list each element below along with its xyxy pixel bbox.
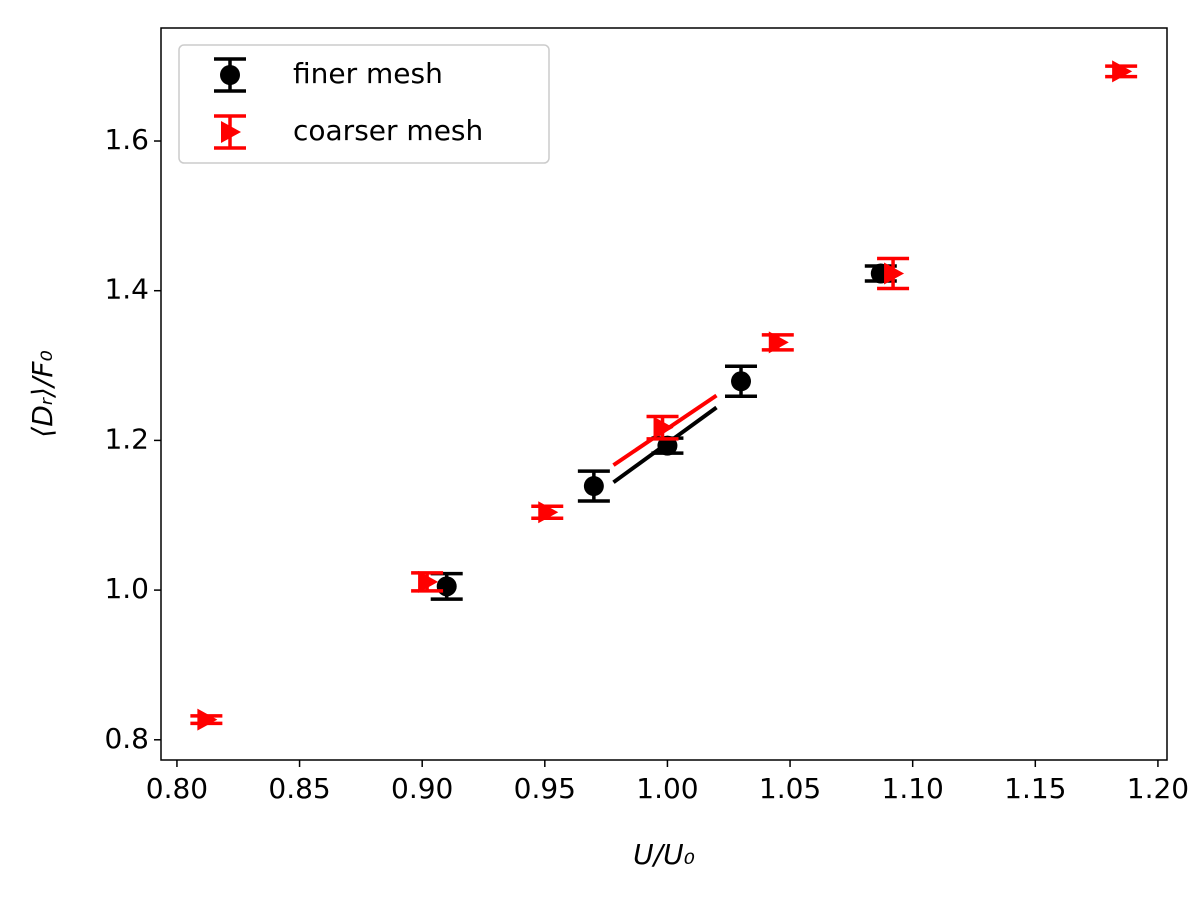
point [731, 371, 752, 392]
point [1112, 60, 1133, 83]
point [436, 576, 457, 597]
legend-marker [221, 121, 241, 143]
legend-label: finer mesh [293, 57, 443, 90]
x-tick-label: 1.05 [759, 772, 821, 805]
y-axis-label: ⟨Dᵣ⟩/F₀ [26, 350, 59, 437]
x-tick-label: 0.85 [268, 772, 330, 805]
y-tick-label: 1.4 [104, 273, 149, 306]
point [884, 262, 905, 285]
x-tick-label: 0.95 [514, 772, 576, 805]
x-axis-label: U/U₀ [633, 838, 695, 871]
y-tick-label: 1.2 [104, 422, 149, 455]
legend-marker [220, 65, 240, 85]
point [538, 501, 559, 524]
plot-frame [160, 27, 1168, 761]
x-tick-label: 1.10 [882, 772, 944, 805]
y-tick-label: 1.0 [104, 572, 149, 605]
y-tick-label: 0.8 [104, 722, 149, 755]
x-tick-label: 0.80 [146, 772, 208, 805]
point [768, 331, 789, 354]
x-tick-label: 1.00 [636, 772, 698, 805]
point [653, 416, 674, 439]
legend [178, 44, 550, 164]
y-tick-label: 1.6 [104, 123, 149, 156]
x-tick-label: 0.90 [391, 772, 453, 805]
point [197, 708, 218, 731]
legend-label: coarser mesh [293, 114, 483, 147]
x-tick-label: 1.20 [1127, 772, 1189, 805]
point [418, 570, 439, 593]
x-tick-label: 1.15 [1004, 772, 1066, 805]
point [583, 476, 604, 497]
